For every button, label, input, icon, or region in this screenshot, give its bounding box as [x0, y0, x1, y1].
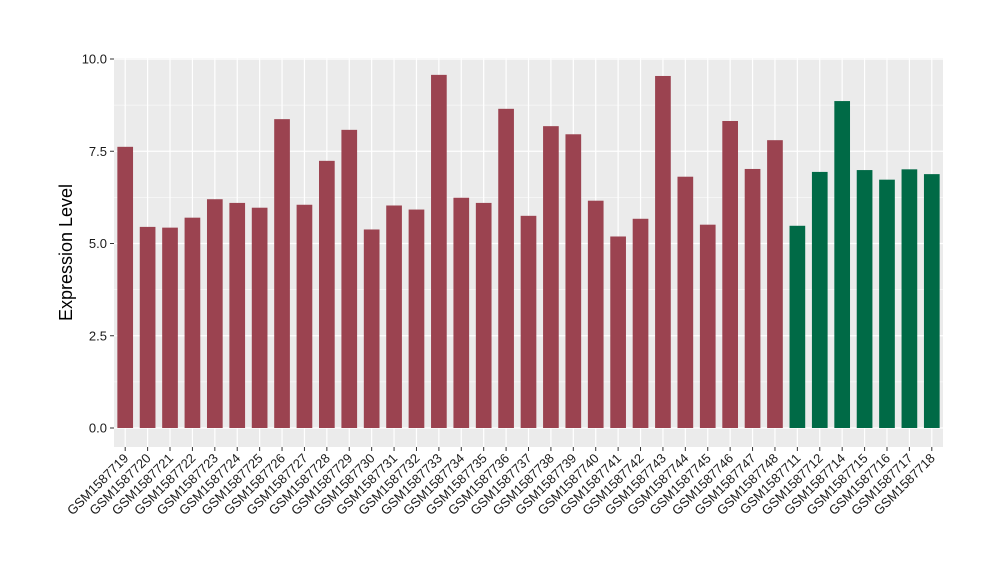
y-axis: 0.0 2.5 5.0 7.5 10.0	[82, 52, 114, 436]
bar-GSM1587743	[655, 75, 671, 428]
y-tick-label: 7.5	[89, 144, 107, 159]
bar-GSM1587712	[811, 171, 828, 428]
bar-GSM1587725	[251, 207, 268, 428]
y-tick-label: 5.0	[89, 236, 107, 251]
bar-GSM1587745	[699, 224, 716, 428]
bar-GSM1587733	[431, 74, 447, 428]
bar-GSM1587732	[408, 209, 425, 428]
bar-GSM1587748	[767, 140, 783, 428]
bar-GSM1587722	[184, 217, 201, 428]
bar-GSM1587737	[520, 215, 537, 428]
bar-GSM1587734	[453, 197, 470, 428]
bar-GSM1587724	[229, 202, 246, 428]
y-tick-label: 0.0	[89, 421, 107, 436]
bar-GSM1587728	[319, 160, 335, 428]
bar-GSM1587729	[341, 129, 358, 428]
bar-GSM1587720	[139, 226, 156, 428]
bar-GSM1587746	[722, 120, 738, 428]
bar-GSM1587742	[632, 218, 649, 428]
y-tick-label: 2.5	[89, 328, 107, 343]
bar-GSM1587740	[587, 200, 604, 428]
bar-GSM1587739	[565, 134, 582, 428]
y-tick-label: 10.0	[82, 52, 107, 67]
y-axis-title: Expression Level	[56, 184, 76, 321]
bar-GSM1587735	[475, 202, 492, 428]
bar-GSM1587730	[363, 229, 380, 428]
bar-GSM1587736	[498, 108, 514, 428]
bar-GSM1587717	[901, 169, 918, 428]
bar-GSM1587726	[274, 119, 290, 428]
bar-GSM1587711	[789, 225, 806, 428]
bar-GSM1587714	[834, 101, 851, 428]
bar-GSM1587715	[856, 170, 873, 428]
bar-GSM1587747	[744, 168, 761, 428]
bar-GSM1587744	[677, 176, 694, 428]
bar-GSM1587738	[543, 126, 559, 429]
bar-GSM1587718	[923, 174, 940, 428]
x-axis: GSM1587719GSM1587720GSM1587721GSM1587722…	[64, 447, 938, 518]
bar-GSM1587721	[162, 227, 178, 428]
bar-GSM1587731	[386, 205, 402, 428]
bar-GSM1587716	[879, 179, 895, 428]
bar-GSM1587723	[206, 199, 223, 428]
bar-GSM1587727	[296, 204, 313, 428]
bars	[117, 74, 940, 429]
bar-GSM1587741	[610, 236, 626, 428]
bar-GSM1587719	[117, 146, 134, 428]
